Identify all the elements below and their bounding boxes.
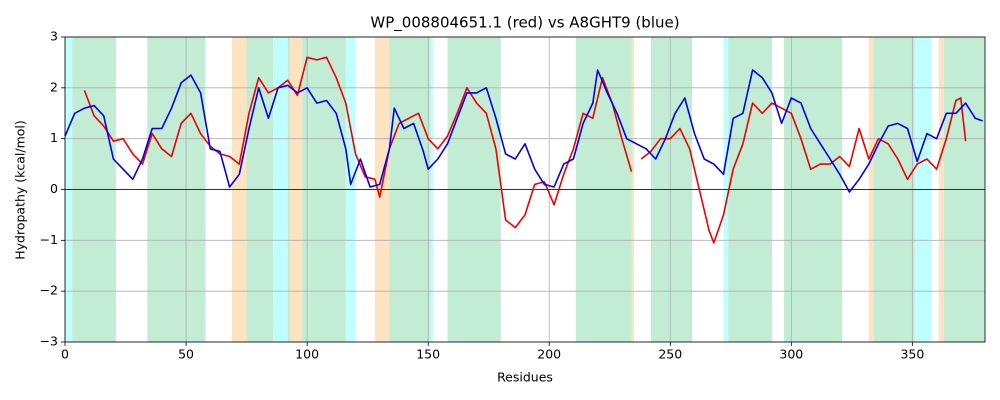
y-tick-label: 1 [50, 130, 58, 145]
series-line [640, 97, 967, 244]
chart-title: WP_008804651.1 (red) vs A8GHT9 (blue) [370, 14, 679, 33]
x-tick-label: 300 [779, 347, 803, 362]
x-tick-label: 250 [658, 347, 682, 362]
x-axis-label: Residues [497, 370, 553, 385]
y-axis-label: Hydropathy (kcal/mol) [13, 120, 28, 260]
x-tick-label: 350 [900, 347, 924, 362]
x-tick-label: 50 [178, 347, 194, 362]
y-tick-label: 3 [50, 29, 58, 44]
y-tick-label: −1 [40, 232, 58, 247]
series-line [83, 56, 633, 229]
y-tick-label: −3 [40, 334, 58, 349]
x-tick-label: 0 [61, 347, 69, 362]
x-tick-label: 200 [537, 347, 561, 362]
y-tick-label: 2 [50, 79, 58, 94]
y-tick-label: −2 [40, 283, 58, 298]
y-tick-label: 0 [50, 181, 58, 196]
plot-frame [64, 36, 986, 343]
series-line [64, 69, 983, 193]
x-tick-label: 150 [416, 347, 440, 362]
x-tick-label: 100 [295, 347, 319, 362]
